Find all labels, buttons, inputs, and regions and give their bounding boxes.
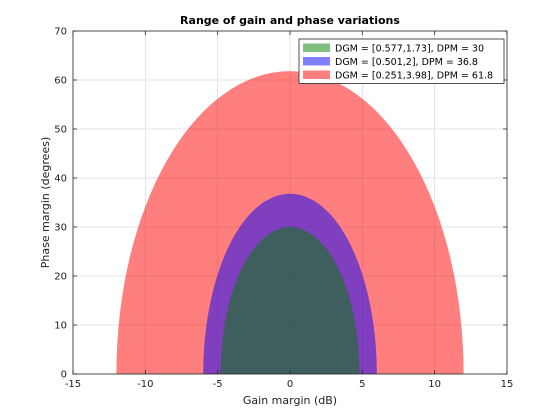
y-tick-label: 60 [54,76,67,87]
y-tick-label: 40 [54,174,67,185]
legend-label-0: DGM = [0.251,3.98], DPM = 61.8 [335,71,493,82]
x-tick-label: -10 [137,379,153,390]
y-tick-label: 50 [54,125,67,136]
regions [116,71,464,375]
ticks: -15 -10 -5 0 5 10 15 0 10 20 30 40 50 60 70 [54,27,513,391]
legend-swatch-2 [303,43,330,52]
legend-label-1: DGM = [0.501,2], DPM = 36.8 [335,57,478,68]
x-tick-label: 5 [359,379,365,390]
y-tick-label: 30 [54,223,67,234]
region-2 [220,226,360,374]
chart-title: Range of gain and phase variations [180,14,400,27]
x-tick-label: 10 [428,379,441,390]
x-axis-label: Gain margin (dB) [243,394,337,407]
y-tick-label: 0 [61,370,67,381]
y-tick-label: 70 [54,27,67,38]
x-tick-label: 15 [501,379,514,390]
y-tick-label: 10 [54,321,67,332]
legend-label-2: DGM = [0.577,1.73], DPM = 30 [335,44,484,55]
legend-swatch-0 [303,70,330,79]
x-tick-label: -15 [65,379,81,390]
x-tick-label: -5 [213,379,223,390]
legend: DGM = [0.577,1.73], DPM = 30 DGM = [0.501… [298,38,505,84]
legend-swatch-1 [303,57,330,66]
x-tick-label: 0 [287,379,293,390]
y-axis-label: Phase margin (degrees) [39,137,52,269]
y-tick-label: 20 [54,272,67,283]
legend-box [298,38,505,84]
